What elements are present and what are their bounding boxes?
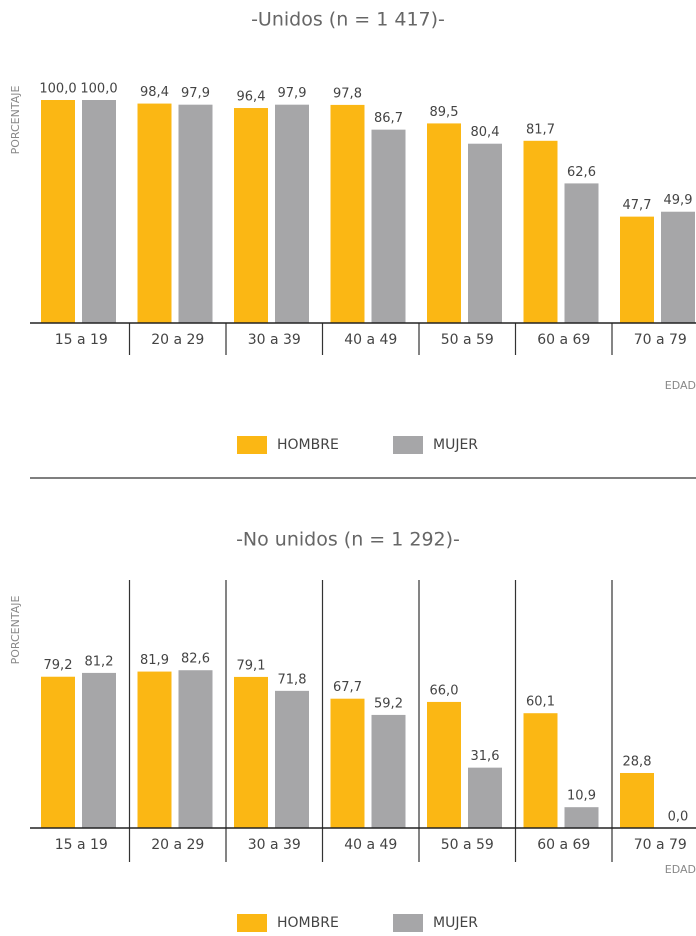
value-label: 79,1 xyxy=(237,658,266,673)
value-label: 81,2 xyxy=(85,654,114,669)
x-tick-label: 50 a 59 xyxy=(441,837,494,853)
x-axis-label: EDAD xyxy=(665,863,696,876)
legend-label: HOMBRE xyxy=(277,915,339,931)
value-label: 0,0 xyxy=(668,810,689,825)
bar xyxy=(178,104,213,323)
x-tick-label: 60 a 69 xyxy=(537,332,590,348)
bar xyxy=(41,100,75,323)
bar xyxy=(330,698,365,828)
x-tick-label: 20 a 29 xyxy=(151,837,204,853)
value-label: 100,0 xyxy=(39,82,76,97)
value-label: 62,6 xyxy=(567,165,596,180)
value-label: 81,9 xyxy=(140,653,169,668)
x-tick-label: 15 a 19 xyxy=(55,332,108,348)
bar xyxy=(468,143,502,323)
value-label: 31,6 xyxy=(471,749,500,764)
x-tick-label: 15 a 19 xyxy=(55,837,108,853)
legend-swatch xyxy=(393,914,423,932)
value-label: 49,9 xyxy=(664,193,693,208)
chart-title: -Unidos (n = 1 417)- xyxy=(251,9,445,31)
bar xyxy=(523,140,558,323)
bar xyxy=(275,104,309,323)
value-label: 59,2 xyxy=(374,696,403,711)
bar xyxy=(371,714,406,828)
bar xyxy=(234,676,268,828)
x-tick-label: 70 a 79 xyxy=(634,332,687,348)
value-label: 71,8 xyxy=(278,672,307,687)
value-label: 97,8 xyxy=(333,86,362,101)
chart-title: -No unidos (n = 1 292)- xyxy=(236,529,460,551)
bar xyxy=(427,123,461,323)
x-tick-label: 40 a 49 xyxy=(344,332,397,348)
value-label: 66,0 xyxy=(430,683,459,698)
x-tick-label: 50 a 59 xyxy=(441,332,494,348)
bar xyxy=(137,671,172,828)
value-label: 67,7 xyxy=(333,680,362,695)
value-label: 79,2 xyxy=(44,658,73,673)
bar xyxy=(82,100,116,323)
x-tick-label: 40 a 49 xyxy=(344,837,397,853)
x-tick-label: 20 a 29 xyxy=(151,332,204,348)
value-label: 60,1 xyxy=(526,695,555,710)
value-label: 47,7 xyxy=(623,198,652,213)
bar xyxy=(371,129,406,323)
bar xyxy=(564,183,599,323)
value-label: 89,5 xyxy=(430,105,459,120)
value-label: 82,6 xyxy=(181,652,210,667)
bar xyxy=(427,701,461,828)
x-tick-label: 70 a 79 xyxy=(634,837,687,853)
bar xyxy=(468,767,502,828)
bar xyxy=(41,676,75,828)
bar xyxy=(275,690,309,828)
y-axis-label: PORCENTAJE xyxy=(9,596,22,665)
value-label: 96,4 xyxy=(237,90,266,105)
legend-swatch xyxy=(393,436,423,454)
bar xyxy=(178,670,213,828)
value-label: 97,9 xyxy=(181,86,210,101)
bar xyxy=(523,713,558,828)
legend-label: MUJER xyxy=(433,915,478,931)
value-label: 81,7 xyxy=(526,122,555,137)
bar xyxy=(620,216,654,323)
x-tick-label: 30 a 39 xyxy=(248,837,301,853)
bar xyxy=(82,672,116,828)
value-label: 97,9 xyxy=(278,86,307,101)
y-axis-label: PORCENTAJE xyxy=(9,86,22,155)
bar xyxy=(661,211,695,323)
legend-swatch xyxy=(237,436,267,454)
bar xyxy=(564,807,599,828)
bar xyxy=(137,103,172,324)
value-label: 80,4 xyxy=(471,125,500,140)
value-label: 28,8 xyxy=(623,754,652,769)
legend-label: MUJER xyxy=(433,437,478,453)
bar xyxy=(234,108,268,323)
value-label: 100,0 xyxy=(80,82,117,97)
bar xyxy=(330,104,365,323)
x-axis-label: EDAD xyxy=(665,379,696,392)
legend-label: HOMBRE xyxy=(277,437,339,453)
x-tick-label: 30 a 39 xyxy=(248,332,301,348)
value-label: 86,7 xyxy=(374,111,403,126)
bar xyxy=(620,772,654,828)
value-label: 98,4 xyxy=(140,85,169,100)
legend-swatch xyxy=(237,914,267,932)
x-tick-label: 60 a 69 xyxy=(537,837,590,853)
value-label: 10,9 xyxy=(567,789,596,804)
